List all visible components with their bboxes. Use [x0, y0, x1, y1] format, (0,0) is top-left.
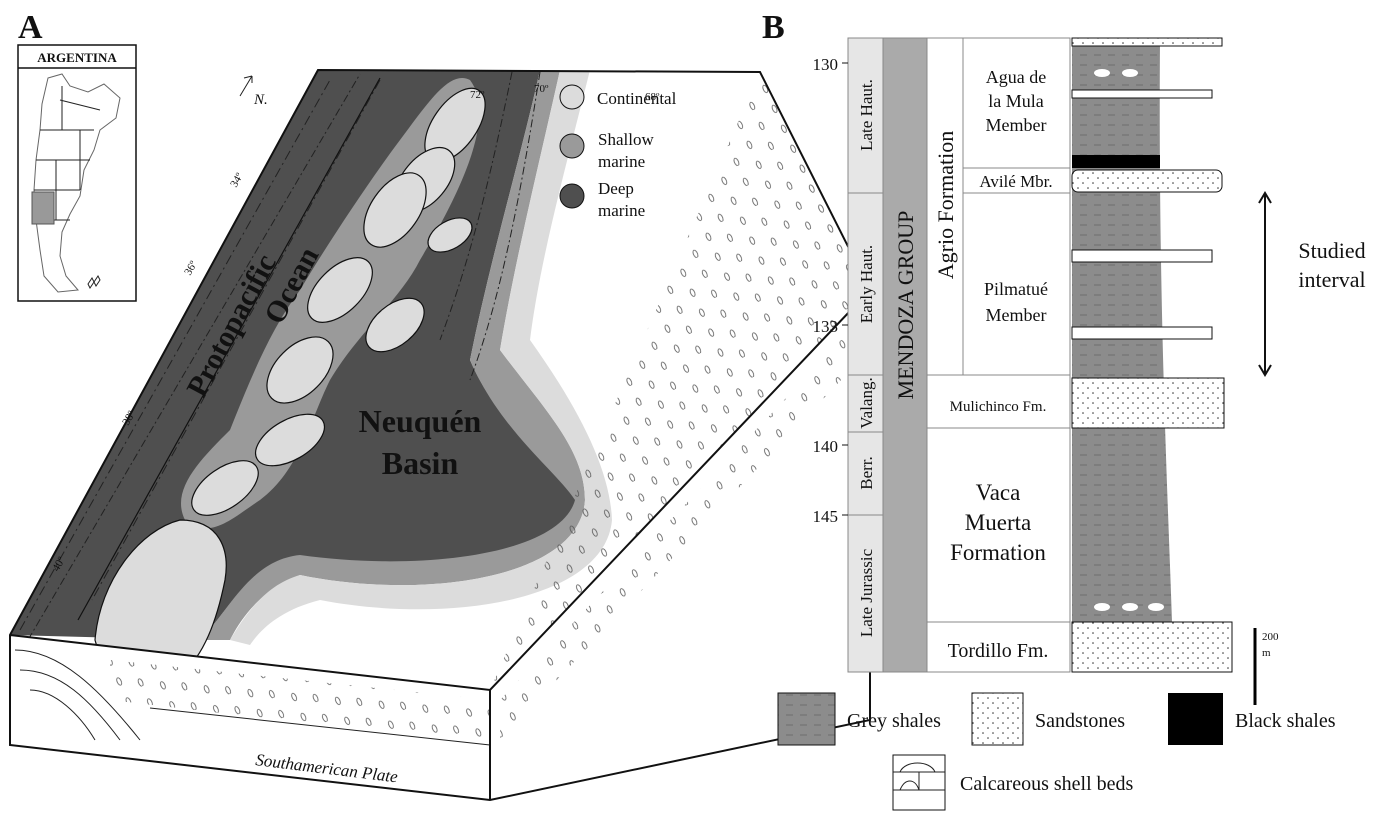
- formation-label: Muerta: [965, 510, 1031, 535]
- latitude: 34º: [228, 171, 246, 190]
- legend-label: marine: [598, 201, 645, 220]
- studied-arrow: [1259, 193, 1271, 375]
- age-tick-label: 140: [813, 437, 839, 456]
- formation-label: Formation: [950, 540, 1046, 565]
- legend-label: Shallow: [598, 130, 654, 149]
- concretion: [1122, 603, 1138, 611]
- legend-label: Grey shales: [847, 710, 941, 732]
- legend-swatch: [778, 693, 835, 745]
- longitude: 70º: [534, 83, 549, 95]
- shell-bed: [1072, 250, 1212, 262]
- inset-title: ARGENTINA: [37, 50, 117, 65]
- concretion: [1094, 69, 1110, 77]
- scale-label: m: [1262, 647, 1271, 659]
- legend-swatch: [560, 184, 584, 208]
- sandstone-bed: [1072, 170, 1222, 192]
- scale-label: 200: [1262, 631, 1279, 643]
- studied-label: Studied: [1298, 238, 1365, 263]
- basin-label: Neuquén: [359, 403, 482, 439]
- inset-map: ARGENTINA: [18, 45, 136, 301]
- concretion: [1148, 603, 1164, 611]
- latitude: 36º: [182, 259, 200, 278]
- tordillo-sand: [1072, 622, 1232, 672]
- legend-label: Continental: [597, 89, 677, 108]
- inset-basin: [32, 192, 54, 224]
- shell-bed: [1072, 90, 1212, 98]
- legend-label: Black shales: [1235, 710, 1336, 732]
- shell-bed: [1072, 327, 1212, 339]
- legend-label: Deep: [598, 179, 634, 198]
- legend-swatch: [1168, 693, 1223, 745]
- age-tick-label: 133: [813, 317, 839, 336]
- sandstone-bed: [1072, 38, 1222, 46]
- panel-label: A: [18, 9, 43, 46]
- member-label: Member: [986, 305, 1047, 325]
- longitude: 72º: [470, 89, 485, 101]
- formation-label: Tordillo Fm.: [948, 640, 1049, 662]
- group-label: MENDOZA GROUP: [893, 211, 918, 400]
- studied-label: interval: [1298, 267, 1365, 292]
- member-label: Avilé Mbr.: [979, 172, 1052, 191]
- black-shale: [1072, 155, 1160, 168]
- member-label: la Mula: [988, 91, 1044, 111]
- figure: A ARGENTINA N.: [0, 0, 1385, 815]
- stage-label: Late Jurassic: [857, 548, 876, 637]
- legend-label: Calcareous shell beds: [960, 773, 1133, 795]
- age-tick-label: 130: [813, 55, 839, 74]
- basin-label: Basin: [382, 445, 459, 481]
- concretion: [1122, 69, 1138, 77]
- mulichinco-sand: [1072, 378, 1224, 428]
- stage-label: Berr.: [857, 456, 876, 490]
- stage-label: Early Haut.: [857, 245, 876, 323]
- north-label: N.: [253, 92, 268, 108]
- legend-swatch: [972, 693, 1023, 745]
- member-label: Pilmatué: [984, 279, 1048, 299]
- stage-label: Late Haut.: [857, 79, 876, 151]
- concretion: [1094, 603, 1110, 611]
- panel-label: B: [762, 9, 785, 46]
- age-tick-label: 145: [813, 507, 839, 526]
- legend-label: Sandstones: [1035, 710, 1125, 732]
- lithology-legend: Grey shales Sandstones Black shales Calc…: [778, 693, 1336, 810]
- formation-label: Agrio Formation: [933, 131, 958, 280]
- legend-swatch: [560, 85, 584, 109]
- member-label: Agua de: [986, 67, 1046, 87]
- formation-label: Mulichinco Fm.: [950, 399, 1047, 415]
- legend-label: marine: [598, 152, 645, 171]
- north-arrow: [240, 76, 252, 96]
- legend-swatch: [893, 755, 945, 810]
- legend-swatch: [560, 134, 584, 158]
- formation-label: Vaca: [976, 480, 1021, 505]
- stage-label: Valang.: [857, 377, 876, 428]
- member-label: Member: [986, 115, 1047, 135]
